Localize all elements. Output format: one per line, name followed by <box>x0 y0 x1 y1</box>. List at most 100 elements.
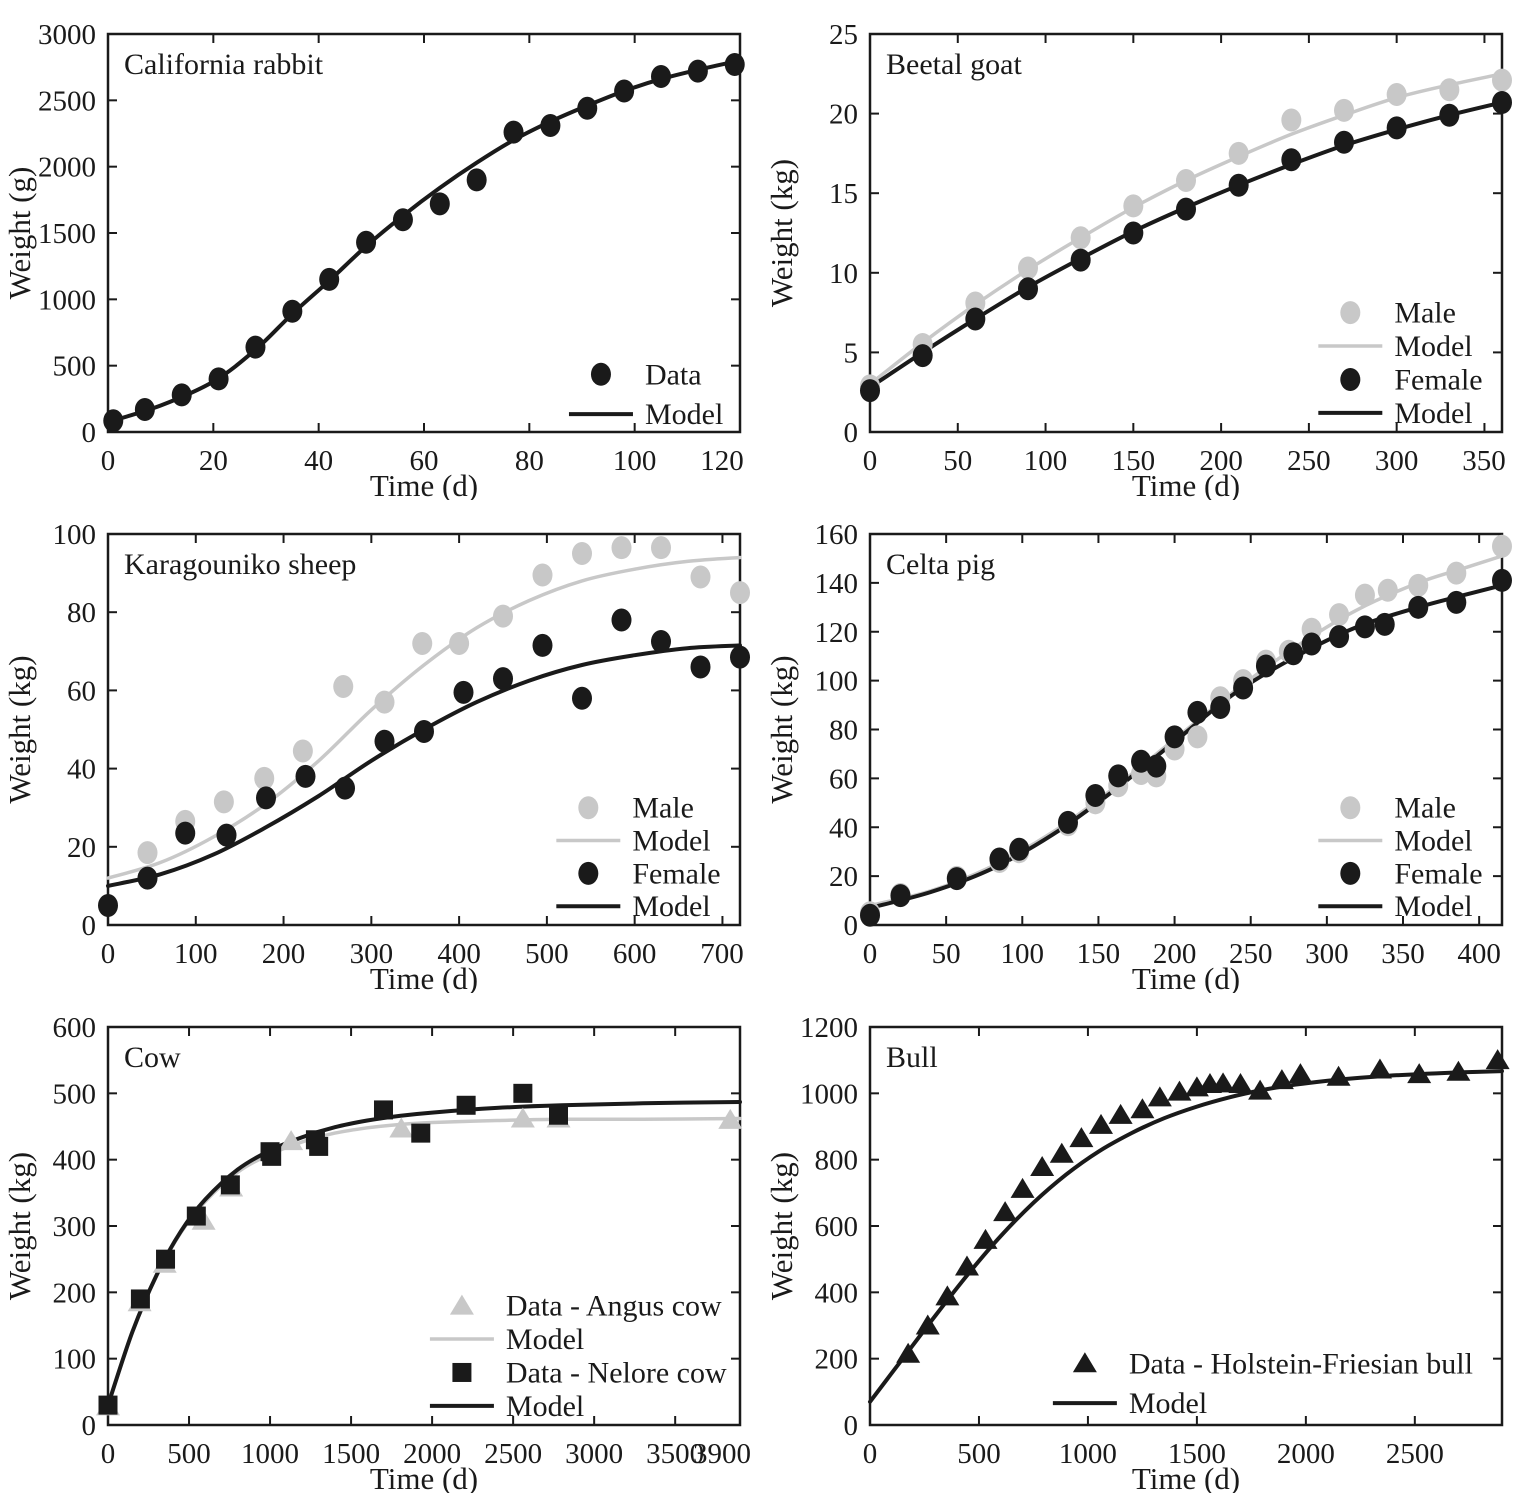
circle-marker <box>1131 749 1152 773</box>
x-tick-label: 0 <box>101 445 116 477</box>
x-tick-label: 0 <box>863 1438 878 1470</box>
x-tick-label: 500 <box>957 1438 1001 1470</box>
x-tick-label: 350 <box>1381 938 1425 970</box>
square-marker <box>98 1395 118 1415</box>
y-tick-label: 300 <box>53 1211 97 1243</box>
panel-california-rabbit: 0 20 40 60 80 100 120 0 500 1000 1500 2000 2500 3000 C… <box>0 0 762 500</box>
y-tick-label: 20 <box>829 861 858 893</box>
panel-karagouniko-sheep: 0 100 200 300 400 500 600 700 0 20 40 60 80 100 Karago… <box>0 500 762 993</box>
x-tick-label: 50 <box>932 938 961 970</box>
y-tick-label: 2500 <box>38 85 96 117</box>
square-marker <box>411 1123 431 1143</box>
circle-marker <box>374 690 395 714</box>
legend-marker-square <box>452 1362 472 1382</box>
triangle-marker <box>1407 1063 1432 1084</box>
circle-marker <box>1070 248 1091 272</box>
x-tick-label: 200 <box>1199 445 1243 477</box>
y-tick-label: 60 <box>829 763 858 795</box>
circle-marker <box>1408 573 1429 597</box>
circle-marker <box>611 608 632 632</box>
circle-marker <box>1492 90 1512 114</box>
x-tick-label: 0 <box>863 938 878 970</box>
legend-label: Model <box>506 1323 584 1356</box>
circle-marker <box>245 335 266 359</box>
legend-label: Data - Angus cow <box>506 1290 722 1323</box>
x-tick-label: 150 <box>1077 938 1121 970</box>
y-tick-label: 1500 <box>38 218 96 250</box>
legend-marker-circle <box>1340 861 1361 885</box>
y-tick-label: 15 <box>829 178 858 210</box>
circle-marker <box>256 786 276 810</box>
circle-marker <box>690 655 711 679</box>
series-data <box>103 53 745 433</box>
circle-marker <box>171 383 192 407</box>
circle-marker <box>989 847 1010 871</box>
legend-label: Model <box>1394 397 1472 430</box>
x-tick-label: 2500 <box>1386 1438 1444 1470</box>
circle-marker <box>208 367 229 391</box>
triangle-marker <box>1069 1127 1094 1148</box>
legend-label: Female <box>632 857 720 890</box>
x-tick-label: 0 <box>101 938 116 970</box>
circle-marker <box>356 230 377 254</box>
circle-marker <box>1439 103 1460 127</box>
x-tick-label: 40 <box>304 445 333 477</box>
circle-marker <box>724 53 745 77</box>
legend-label: Model <box>1394 825 1472 858</box>
circle-marker <box>540 114 561 138</box>
circle-marker <box>572 542 592 566</box>
circle-marker <box>651 64 671 88</box>
circle-marker <box>532 563 553 587</box>
x-tick-label: 60 <box>410 445 439 477</box>
y-tick-label: 20 <box>829 99 858 131</box>
legend: Data - Holstein-Friesian bull Model <box>1052 1347 1473 1420</box>
y-tick-label: 1200 <box>800 1012 858 1044</box>
x-tick-label: 3000 <box>565 1438 623 1470</box>
circle-marker <box>466 168 487 192</box>
circle-marker <box>1492 534 1512 558</box>
x-tick-label: 300 <box>1305 938 1349 970</box>
circle-marker <box>1210 696 1231 720</box>
triangle-marker <box>389 1117 414 1138</box>
y-tick-label: 500 <box>53 351 97 383</box>
y-tick-label: 1000 <box>38 284 96 316</box>
x-tick-label: 600 <box>613 938 657 970</box>
circle-marker <box>1018 277 1038 301</box>
circle-marker <box>1492 68 1512 92</box>
circle-marker <box>1057 810 1078 834</box>
legend-label: Data <box>645 358 702 391</box>
y-tick-label: 600 <box>53 1012 97 1044</box>
square-marker <box>262 1146 282 1166</box>
x-tick-label: 700 <box>700 938 744 970</box>
x-axis-label: Time (d) <box>370 1461 478 1493</box>
y-tick-label: 140 <box>815 568 859 600</box>
y-tick-label: 25 <box>829 19 858 51</box>
x-tick-label: 200 <box>1153 938 1197 970</box>
square-marker <box>373 1100 393 1120</box>
triangle-marker <box>1248 1079 1273 1100</box>
circle-marker <box>1176 197 1196 221</box>
y-tick-label: 20 <box>67 832 96 864</box>
circle-marker <box>1329 603 1350 627</box>
x-tick-label: 3500 <box>646 1438 704 1470</box>
circle-marker <box>912 344 933 368</box>
beetal-goat-chart: 0 50 100 150 200 250 300 350 0 5 10 15 20 25 Beetal go… <box>764 19 1512 500</box>
circle-marker <box>1070 226 1091 250</box>
legend-label: Female <box>1394 363 1482 396</box>
circle-marker <box>453 680 474 704</box>
x-axis-label: Time (d) <box>1132 1461 1240 1493</box>
square-marker <box>186 1206 206 1226</box>
y-tick-label: 200 <box>815 1344 859 1376</box>
circle-marker <box>730 645 750 669</box>
circle-marker <box>449 631 470 655</box>
x-tick-label: 20 <box>199 445 228 477</box>
series-data-nelore-cow <box>98 1083 569 1415</box>
y-axis-label: Weight (kg) <box>764 1152 799 1300</box>
circle-marker <box>429 192 450 216</box>
triangle-marker <box>1485 1049 1510 1070</box>
circle-marker <box>319 267 340 291</box>
legend-label: Model <box>645 398 723 431</box>
